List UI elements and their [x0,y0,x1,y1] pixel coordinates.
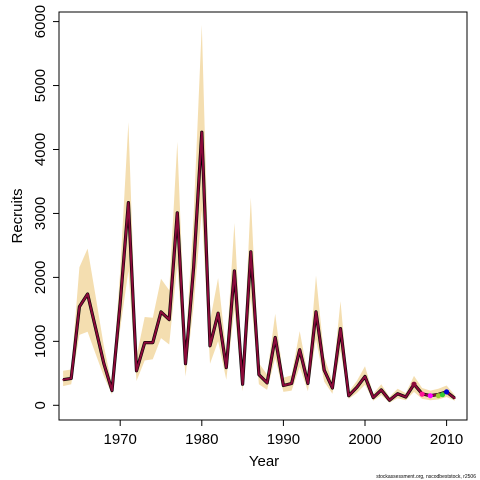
data-point [119,302,121,304]
data-point [135,370,138,372]
y-tick-label: 4000 [32,133,49,166]
data-point [233,270,236,272]
data-point [298,348,301,351]
data-point [160,311,162,313]
retro-endpoint [419,391,425,397]
data-point [274,336,277,339]
data-point [143,341,146,344]
x-tick-label: 1980 [185,431,218,448]
plot-frame [58,11,468,421]
data-point [250,251,252,253]
data-point [347,394,350,397]
data-point [241,383,244,386]
data-point [307,382,309,385]
x-tick-label: 2010 [430,431,463,448]
data-point [168,318,170,321]
x-axis: 1970 1980 1990 2000 2010 [104,420,463,448]
retro-endpoint [411,381,417,387]
confidence-band [63,24,455,403]
data-point [372,396,375,399]
y-tick-label: 3000 [32,197,49,230]
retro-endpoint [435,393,441,399]
data-point [315,311,317,313]
y-tick-label: 5000 [32,69,49,102]
data-point [201,131,203,133]
data-point [70,377,72,380]
data-point [62,378,64,381]
y-axis: 0 1000 2000 3000 4000 5000 6000 [32,5,59,409]
data-point [282,384,285,387]
data-point [380,389,383,391]
y-tick-label: 6000 [32,5,49,38]
data-point [78,306,81,308]
confidence-band-layer [63,24,455,403]
x-tick-label: 1990 [267,431,300,448]
data-point [86,293,89,295]
data-point [192,267,195,269]
data-point [331,387,334,389]
retro-endpoint [427,393,433,399]
data-point [323,369,326,371]
data-point [217,312,219,315]
data-point [94,327,97,330]
data-point [184,362,187,365]
data-point [454,397,456,400]
data-point [225,366,228,369]
y-tick-label: 1000 [32,325,49,358]
data-point [152,341,154,344]
data-point [396,393,399,395]
y-tick-label: 2000 [32,261,49,294]
data-point [103,362,105,365]
data-point [209,345,211,347]
data-point [266,382,268,384]
data-point [405,396,407,398]
x-tick-label: 2000 [348,431,381,448]
retro-endpoint [439,392,446,398]
data-point [290,382,293,385]
retro-endpoint [444,389,450,395]
y-tick-label: 0 [32,401,49,409]
data-point [339,327,342,330]
data-point [176,212,179,214]
credit-text: stockassessment.org, nscodbeststock, r25… [376,474,476,480]
x-tick-label: 1970 [104,431,137,448]
retro-points-layer [411,381,450,399]
y-axis-title: Recruits [9,188,26,243]
data-point [364,375,366,378]
data-point [356,386,358,389]
data-point [127,201,130,204]
data-point [258,373,260,376]
x-axis-title: Year [249,453,279,470]
data-point [388,399,391,402]
data-point [111,389,113,392]
